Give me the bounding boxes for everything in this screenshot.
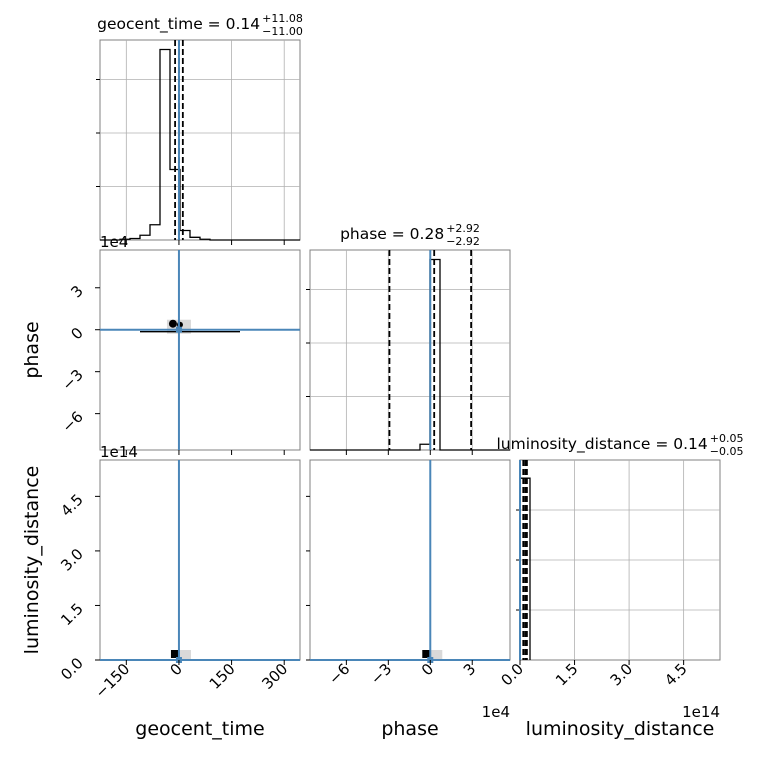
scatter-panel-phase-luminosity_distance xyxy=(306,459,511,665)
x-tick-label: 0.0 xyxy=(497,660,527,690)
x-axis-offset: 1e4 xyxy=(482,703,510,721)
histogram-title: phase = 0.28 +2.92−2.92 xyxy=(340,222,480,248)
title-text: geocent_time = 0.14 xyxy=(97,15,260,34)
histogram-title: luminosity_distance = 0.14 +0.05−0.05 xyxy=(497,432,744,458)
title-upper-error: +0.05 xyxy=(710,432,744,445)
y-tick-label: 3 xyxy=(67,282,86,301)
x-axis-label: phase xyxy=(381,718,438,740)
x-tick-label: 3.0 xyxy=(607,660,637,690)
histogram-title: geocent_time = 0.14 +11.08−11.00 xyxy=(97,12,303,38)
density-peak xyxy=(168,319,177,328)
x-axis-offset: 1e14 xyxy=(682,703,720,721)
y-axis-label: phase xyxy=(21,321,43,378)
x-axis-label: geocent_time xyxy=(135,718,264,740)
title-upper-error: +11.08 xyxy=(262,12,303,25)
title-lower-error: −0.05 xyxy=(710,445,744,458)
scatter-panel-geocent_time-luminosity_distance xyxy=(95,459,301,665)
truth-marker xyxy=(175,326,182,333)
y-axis-offset: 1e14 xyxy=(100,443,138,461)
panel-frame xyxy=(99,249,301,451)
panel-frame xyxy=(99,459,301,661)
title-text: luminosity_distance = 0.14 xyxy=(497,435,708,454)
x-tick-label: −150 xyxy=(92,660,134,702)
y-tick-label: −3 xyxy=(58,366,86,394)
y-axis-offset: 1e4 xyxy=(100,233,128,251)
panel-frame xyxy=(309,459,511,661)
y-tick-label: 0.0 xyxy=(57,654,87,684)
x-axis-label: luminosity_distance xyxy=(526,718,715,740)
y-tick-label: −6 xyxy=(58,408,86,436)
x-tick-label: 3 xyxy=(460,660,479,679)
y-axis-label: luminosity_distance xyxy=(21,466,43,655)
density-peak xyxy=(170,650,179,658)
scatter-panel-geocent_time-phase xyxy=(95,249,301,455)
panel-frame xyxy=(309,249,511,451)
histogram-panel-luminosity_distance: luminosity_distance = 0.14 +0.05−0.05 xyxy=(497,432,744,665)
x-tick-label: −3 xyxy=(367,660,395,688)
title-lower-error: −2.92 xyxy=(446,235,480,248)
x-tick-label: 150 xyxy=(206,660,239,693)
density-shade xyxy=(176,650,191,660)
x-tick-label: 1.5 xyxy=(552,660,582,690)
y-tick-label: 3.0 xyxy=(57,545,87,575)
x-tick-label: 4.5 xyxy=(661,660,691,690)
histogram-steps xyxy=(100,48,300,241)
title-upper-error: +2.92 xyxy=(446,222,480,235)
density-peak xyxy=(422,650,431,658)
y-tick-label: 0 xyxy=(67,324,86,343)
histogram-panel-geocent_time: geocent_time = 0.14 +11.08−11.00 xyxy=(96,12,303,245)
y-tick-label: 1.5 xyxy=(57,600,87,630)
density-shade xyxy=(428,650,443,660)
x-tick-label: 300 xyxy=(258,660,291,693)
y-tick-label: 4.5 xyxy=(57,490,87,520)
title-text: phase = 0.28 xyxy=(340,225,444,243)
title-lower-error: −11.00 xyxy=(262,25,303,38)
histogram-panel-phase: phase = 0.28 +2.92−2.92 xyxy=(306,222,511,455)
panel-frame xyxy=(99,39,301,241)
x-tick-label: −6 xyxy=(325,660,353,688)
